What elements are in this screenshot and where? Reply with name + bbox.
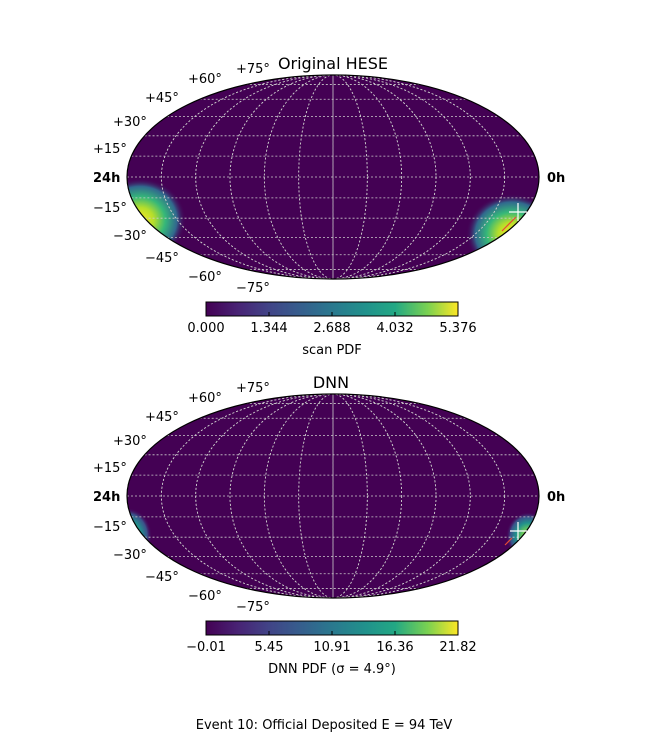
colorbar: 0.000 1.344 2.688 4.032 5.376 scan PDF (187, 301, 477, 358)
hotspot-right (466, 194, 539, 274)
dec-label: +75° (236, 381, 270, 396)
dec-label: +75° (236, 62, 270, 77)
grid-lines (127, 394, 539, 598)
sky-border (126, 393, 540, 599)
sky-border (126, 74, 540, 280)
colorbar-tick-label: 4.032 (376, 321, 413, 336)
dec-label: −45° (145, 570, 179, 585)
colorbar-ticks: 0.000 1.344 2.688 4.032 5.376 (187, 312, 477, 336)
colorbar-tick-label: 21.82 (439, 640, 476, 655)
colorbar-label: scan PDF (302, 343, 362, 358)
panel-title: Original HESE (278, 54, 388, 73)
colorbar-label: DNN PDF (σ = 4.9°) (268, 662, 396, 677)
grid-lines (127, 75, 539, 279)
colorbar-tick-label: 10.91 (313, 640, 350, 655)
hotspot-left (127, 178, 186, 262)
dec-label: −30° (113, 548, 147, 563)
grid-meridian (298, 394, 368, 598)
hotspot-marker (504, 522, 527, 546)
dec-label: +15° (93, 461, 127, 476)
grid-meridian (229, 75, 437, 279)
dec-label: −60° (188, 270, 222, 285)
colorbar-tick-label: 1.344 (250, 321, 287, 336)
grid-meridian (160, 394, 506, 598)
grid-meridian (229, 394, 437, 598)
colorbar-tick-label: 5.376 (439, 321, 476, 336)
hotspot-marker (501, 203, 527, 232)
colorbar-tick-label: 16.36 (376, 640, 413, 655)
colorbar-tick-label: 0.000 (187, 321, 224, 336)
colorbar-tick-label: 5.45 (255, 640, 284, 655)
ra-label-right: 0h (547, 490, 565, 505)
colorbar-tick-label: 2.688 (313, 321, 350, 336)
dec-label: −75° (236, 600, 270, 615)
panel-title: DNN (313, 373, 349, 392)
dec-label: −15° (93, 201, 127, 216)
colorbar: −0.01 5.45 10.91 16.36 21.82 DNN PDF (σ = 4.… (186, 620, 477, 677)
grid-meridian (195, 75, 471, 279)
figure-caption: Event 10: Official Deposited E = 94 TeV (196, 718, 453, 733)
dec-label: +15° (93, 142, 127, 157)
grid-meridian (263, 394, 403, 598)
dec-label: −30° (113, 229, 147, 244)
skymap-panel-hese: Original HESE 24h 0h +75° +60° +45° +30°… (93, 54, 565, 358)
dec-label: −15° (93, 520, 127, 535)
dec-label: +45° (145, 410, 179, 425)
ra-label-right: 0h (547, 171, 565, 186)
dec-label: +30° (113, 434, 147, 449)
grid-meridian (263, 75, 403, 279)
dec-label: −45° (145, 251, 179, 266)
grid-meridian (298, 75, 368, 279)
dec-label: +60° (188, 72, 222, 87)
dec-label: +45° (145, 91, 179, 106)
ra-label-left: 24h (93, 490, 120, 505)
dec-label: −60° (188, 589, 222, 604)
grid-meridian (160, 75, 506, 279)
dec-label: +30° (113, 115, 147, 130)
hotspot-right (506, 512, 539, 560)
dec-label: +60° (188, 391, 222, 406)
colorbar-ticks: −0.01 5.45 10.91 16.36 21.82 (186, 631, 477, 655)
skymap-panel-dnn: DNN 24h 0h +75° +60° +45° +30° +15° −15°… (93, 373, 565, 677)
grid-meridian (195, 394, 471, 598)
ra-label-left: 24h (93, 171, 120, 186)
colorbar-tick-label: −0.01 (186, 640, 226, 655)
dec-label: −75° (236, 281, 270, 296)
